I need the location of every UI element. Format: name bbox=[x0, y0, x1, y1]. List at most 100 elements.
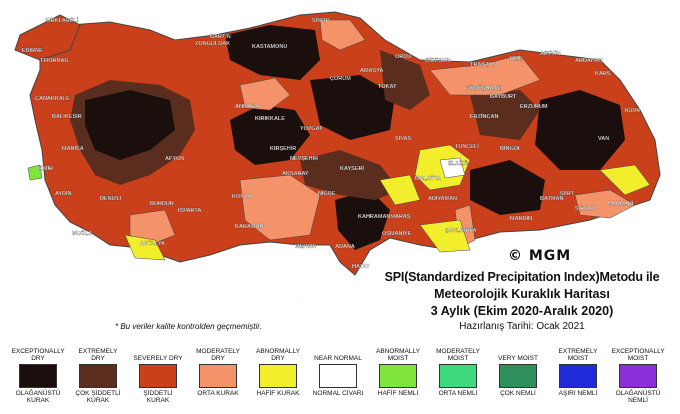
city-label: ADIYAMAN bbox=[428, 196, 457, 202]
legend-swatch bbox=[319, 364, 357, 388]
city-label: MANİSA bbox=[62, 145, 84, 152]
city-label: BATMAN bbox=[540, 196, 563, 202]
legend-item: MODERATELY MOIST ORTA NEMLİ bbox=[432, 346, 484, 397]
abnormal-patch-kayseri bbox=[379, 174, 421, 206]
city-label: DENİZLİ bbox=[100, 195, 122, 202]
city-label: ÇANAKKALE bbox=[35, 96, 70, 102]
city-label: SİİRT bbox=[560, 190, 575, 197]
city-label: HATAY bbox=[352, 264, 370, 270]
city-label: TUNCELİ bbox=[455, 143, 479, 150]
legend-label-en: MODERATELY MOIST bbox=[436, 348, 480, 362]
legend-item: EXCEPTIONALLY MOIST OLAĞANÜSTÜ NEMLİ bbox=[611, 346, 665, 404]
city-label: TRABZON bbox=[470, 62, 497, 68]
dry-band-east bbox=[470, 90, 540, 140]
city-label: ARTVİN bbox=[540, 50, 561, 57]
city-label: KIRKLARELİ bbox=[45, 17, 79, 24]
legend-label-tr: HAFİF KURAK bbox=[256, 390, 300, 397]
legend-item: ABNORMALLY MOIST HAFİF NEMLİ bbox=[372, 346, 424, 397]
city-labels: SİNOP ZONGULDAK KASTAMONU ÇORUM AMASYA TOKAT O… bbox=[22, 17, 640, 270]
city-label: KONYA bbox=[232, 194, 251, 200]
legend-label-en: EXTREMELY MOIST bbox=[558, 348, 598, 362]
city-label: TOKAT bbox=[378, 84, 397, 90]
city-label: ANTALYA bbox=[140, 241, 165, 247]
city-label: BARTIN bbox=[210, 34, 231, 40]
city-label: SİNOP bbox=[312, 17, 329, 24]
city-label: KARS bbox=[595, 71, 611, 77]
city-label: MERSİN bbox=[295, 243, 316, 250]
legend-item: EXTREMELY DRY ÇOK ŞİDDETLİ KURAK bbox=[72, 346, 124, 404]
dry-core-southeast bbox=[470, 160, 545, 215]
title-line-2: Meteorolojik Kuraklık Haritası bbox=[434, 287, 610, 301]
dry-core-west-inner bbox=[85, 90, 175, 160]
title-line-3: 3 Aylık (Ekim 2020-Aralık 2020) bbox=[430, 304, 614, 318]
city-label: ISPARTA bbox=[178, 208, 201, 214]
legend-swatch bbox=[439, 364, 477, 388]
city-label: VAN bbox=[598, 136, 609, 142]
moderate-patch-southeast bbox=[574, 189, 636, 219]
city-label: ARDAHAN bbox=[575, 58, 603, 64]
city-label: AYDIN bbox=[55, 191, 72, 197]
prepared-date: Hazırlanış Tarihi: Ocak 2021 bbox=[459, 321, 585, 332]
quality-note: * Bu veriler kalite kontrolden geçmemişt… bbox=[115, 322, 262, 331]
city-label: KIRIKKALE bbox=[255, 116, 285, 122]
city-label: MUĞLA bbox=[72, 229, 92, 237]
copyright-mgm: © MGM bbox=[508, 248, 572, 264]
legend-label-tr: OLAĞANÜSTÜ KURAK bbox=[15, 390, 61, 404]
city-label: KARAMAN bbox=[235, 224, 263, 230]
legend-item: NEAR NORMAL NORMAL CİVARI bbox=[312, 346, 364, 397]
city-label: HAKKARİ bbox=[608, 200, 634, 207]
city-label: BALIKESİR bbox=[52, 113, 82, 120]
legend-item: VERY MOIST ÇOK NEMLİ bbox=[492, 346, 544, 397]
drought-map: SİNOP ZONGULDAK KASTAMONU ÇORUM AMASYA TOKAT O… bbox=[14, 11, 661, 300]
abnormal-patch-southeast bbox=[599, 164, 651, 196]
city-label: NEVŞEHİR bbox=[290, 155, 318, 162]
city-label: AFYON bbox=[165, 156, 184, 162]
legend-label-en: SEVERELY DRY bbox=[133, 355, 183, 362]
legend-label-tr: NORMAL CİVARI bbox=[312, 390, 364, 397]
legend-item: EXCEPTIONALLY DRY OLAĞANÜSTÜ KURAK bbox=[11, 346, 65, 404]
legend-label-en: EXCEPTIONALLY DRY bbox=[11, 348, 65, 362]
legend-swatch bbox=[79, 364, 117, 388]
city-label: EDİRNE bbox=[22, 47, 43, 54]
city-label: KAHRAMANMARAŞ bbox=[358, 214, 411, 220]
legend-swatch bbox=[199, 364, 237, 388]
legend-item: ABNORMALLY DRY HAFİF KURAK bbox=[252, 346, 304, 397]
legend: EXCEPTIONALLY DRY OLAĞANÜSTÜ KURAK EXTREME… bbox=[12, 346, 672, 412]
city-label: KIRŞEHİR bbox=[270, 145, 296, 152]
legend-label-tr: ÇOK NEMLİ bbox=[500, 390, 536, 397]
city-label: BİNGÖL bbox=[500, 145, 522, 152]
city-label: ŞANLIURFA bbox=[445, 228, 477, 234]
city-label: RİZE bbox=[510, 55, 523, 62]
city-label: ERZİNCAN bbox=[470, 113, 498, 120]
legend-item: EXTREMELY MOIST AŞIRI NEMLİ bbox=[552, 346, 604, 397]
city-label: SİVAS bbox=[395, 135, 411, 142]
city-label: ZONGULDAK bbox=[195, 41, 230, 47]
legend-label-tr: ŞİDDETLİ KURAK bbox=[143, 390, 173, 404]
abnormal-patch-antalya bbox=[124, 234, 166, 261]
legend-swatch bbox=[619, 364, 657, 388]
city-label: NİĞDE bbox=[318, 189, 336, 197]
legend-label-en: ABNORMALLY MOIST bbox=[376, 348, 420, 362]
normal-patch-elazig bbox=[439, 157, 466, 179]
city-label: KAYSERİ bbox=[340, 165, 364, 172]
map-title-block: SPI(Standardized Precipitation Index)Met… bbox=[372, 270, 672, 332]
legend-label-en: VERY MOIST bbox=[498, 355, 538, 362]
legend-label-tr: ÇOK ŞİDDETLİ KURAK bbox=[75, 390, 121, 404]
moderate-patch-konya bbox=[239, 174, 321, 241]
title-line-1: SPI(Standardized Precipitation Index)Met… bbox=[384, 270, 660, 284]
dry-core-central bbox=[230, 105, 310, 165]
dry-band-central bbox=[300, 150, 400, 200]
city-label: IĞDIR bbox=[625, 106, 640, 114]
city-label: ORDU bbox=[395, 54, 411, 60]
city-label: MARDİN bbox=[510, 215, 532, 222]
legend-item: MODERATELY DRY ORTA KURAK bbox=[192, 346, 244, 397]
legend-label-tr: ORTA KURAK bbox=[197, 390, 239, 397]
city-label: YOZGAT bbox=[300, 126, 323, 132]
moderate-patch-ankara bbox=[239, 77, 291, 111]
moderate-patch-northcoast bbox=[319, 19, 366, 51]
legend-swatch bbox=[379, 364, 417, 388]
dry-core-north bbox=[225, 25, 320, 80]
legend-swatch bbox=[499, 364, 537, 388]
legend-label-en: EXCEPTIONALLY MOIST bbox=[611, 348, 665, 362]
city-label: ADANA bbox=[335, 244, 355, 250]
